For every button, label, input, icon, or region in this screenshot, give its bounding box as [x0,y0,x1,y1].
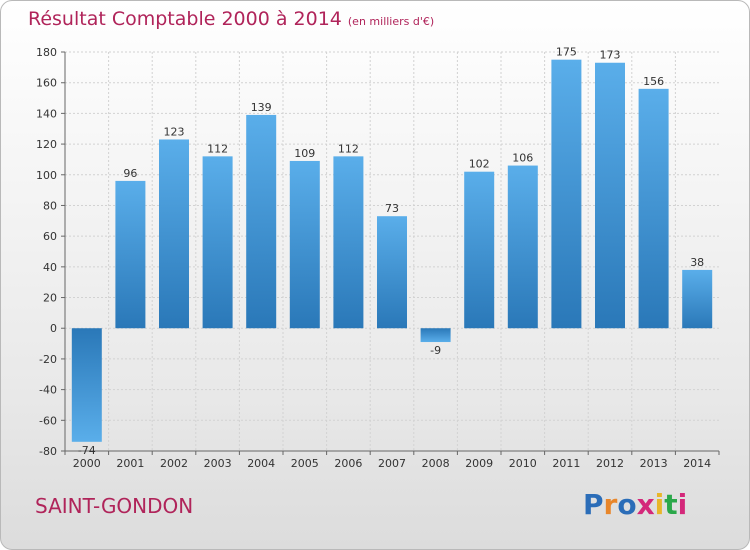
data-label: -9 [430,344,441,357]
x-tick-label: 2014 [683,457,711,470]
commune-name: SAINT-GONDON [35,494,194,518]
x-tick-label: 2008 [422,457,450,470]
y-tick-label: 180 [36,46,57,59]
x-tick-label: 2012 [596,457,624,470]
x-tick-label: 2005 [291,457,319,470]
x-tick-label: 2011 [552,457,580,470]
logo-letter: r [603,488,618,521]
bar [551,59,582,329]
y-tick-label: -40 [39,384,57,397]
bar [638,88,669,329]
y-tick-label: 20 [43,292,57,305]
chart-title: Résultat Comptable 2000 à 2014 (en millie… [28,8,435,30]
logo-letter: i [677,488,688,521]
x-tick-label: 2002 [160,457,188,470]
y-tick-label: 60 [43,230,57,243]
y-tick-label: 140 [36,107,57,120]
x-tick-label: 2003 [204,457,232,470]
data-label: 109 [294,147,315,160]
proxiti-logo: Proxiti [583,488,687,521]
y-tick-label: 0 [50,322,57,335]
data-label: -74 [78,444,96,457]
y-tick-label: -60 [39,414,57,427]
y-tick-label: -80 [39,445,57,458]
x-tick-label: 2010 [509,457,537,470]
data-label: 175 [556,46,577,59]
data-label: 112 [207,142,228,155]
y-tick-label: 80 [43,199,57,212]
bar [289,160,320,329]
x-tick-label: 2006 [334,457,362,470]
chart-subtitle: (en milliers d'€) [347,15,435,28]
data-label: 38 [690,256,704,269]
bar [595,62,625,329]
bar [507,165,538,329]
logo-letter: t [664,488,678,521]
bar [115,180,146,329]
y-tick-label: -20 [39,353,57,366]
bar [333,156,364,329]
data-label: 106 [512,152,533,165]
data-label: 156 [643,75,664,88]
bar [71,328,102,442]
bar [377,216,407,329]
x-tick-label: 2001 [116,457,144,470]
data-label: 112 [338,142,359,155]
y-tick-label: 100 [36,169,57,182]
bar [420,328,451,343]
bar [202,156,233,329]
data-label: 73 [385,202,399,215]
y-tick-label: 160 [36,77,57,90]
data-label: 139 [251,101,272,114]
x-tick-label: 2009 [465,457,493,470]
y-tick-label: 40 [43,261,57,274]
bar [682,269,713,329]
data-label: 102 [469,158,490,171]
logo-letter: P [583,488,604,521]
data-label: 173 [600,49,621,62]
logo-letter: x [636,488,655,521]
data-label: 123 [164,125,185,138]
logo-letter: o [617,488,637,521]
x-tick-label: 2000 [73,457,101,470]
logo-letter: i [654,488,665,521]
bar [246,114,277,329]
x-tick-label: 2007 [378,457,406,470]
bar [159,139,189,329]
data-label: 96 [123,167,137,180]
x-tick-label: 2013 [640,457,668,470]
x-tick-label: 2004 [247,457,275,470]
bar [464,171,495,329]
y-tick-label: 120 [36,138,57,151]
